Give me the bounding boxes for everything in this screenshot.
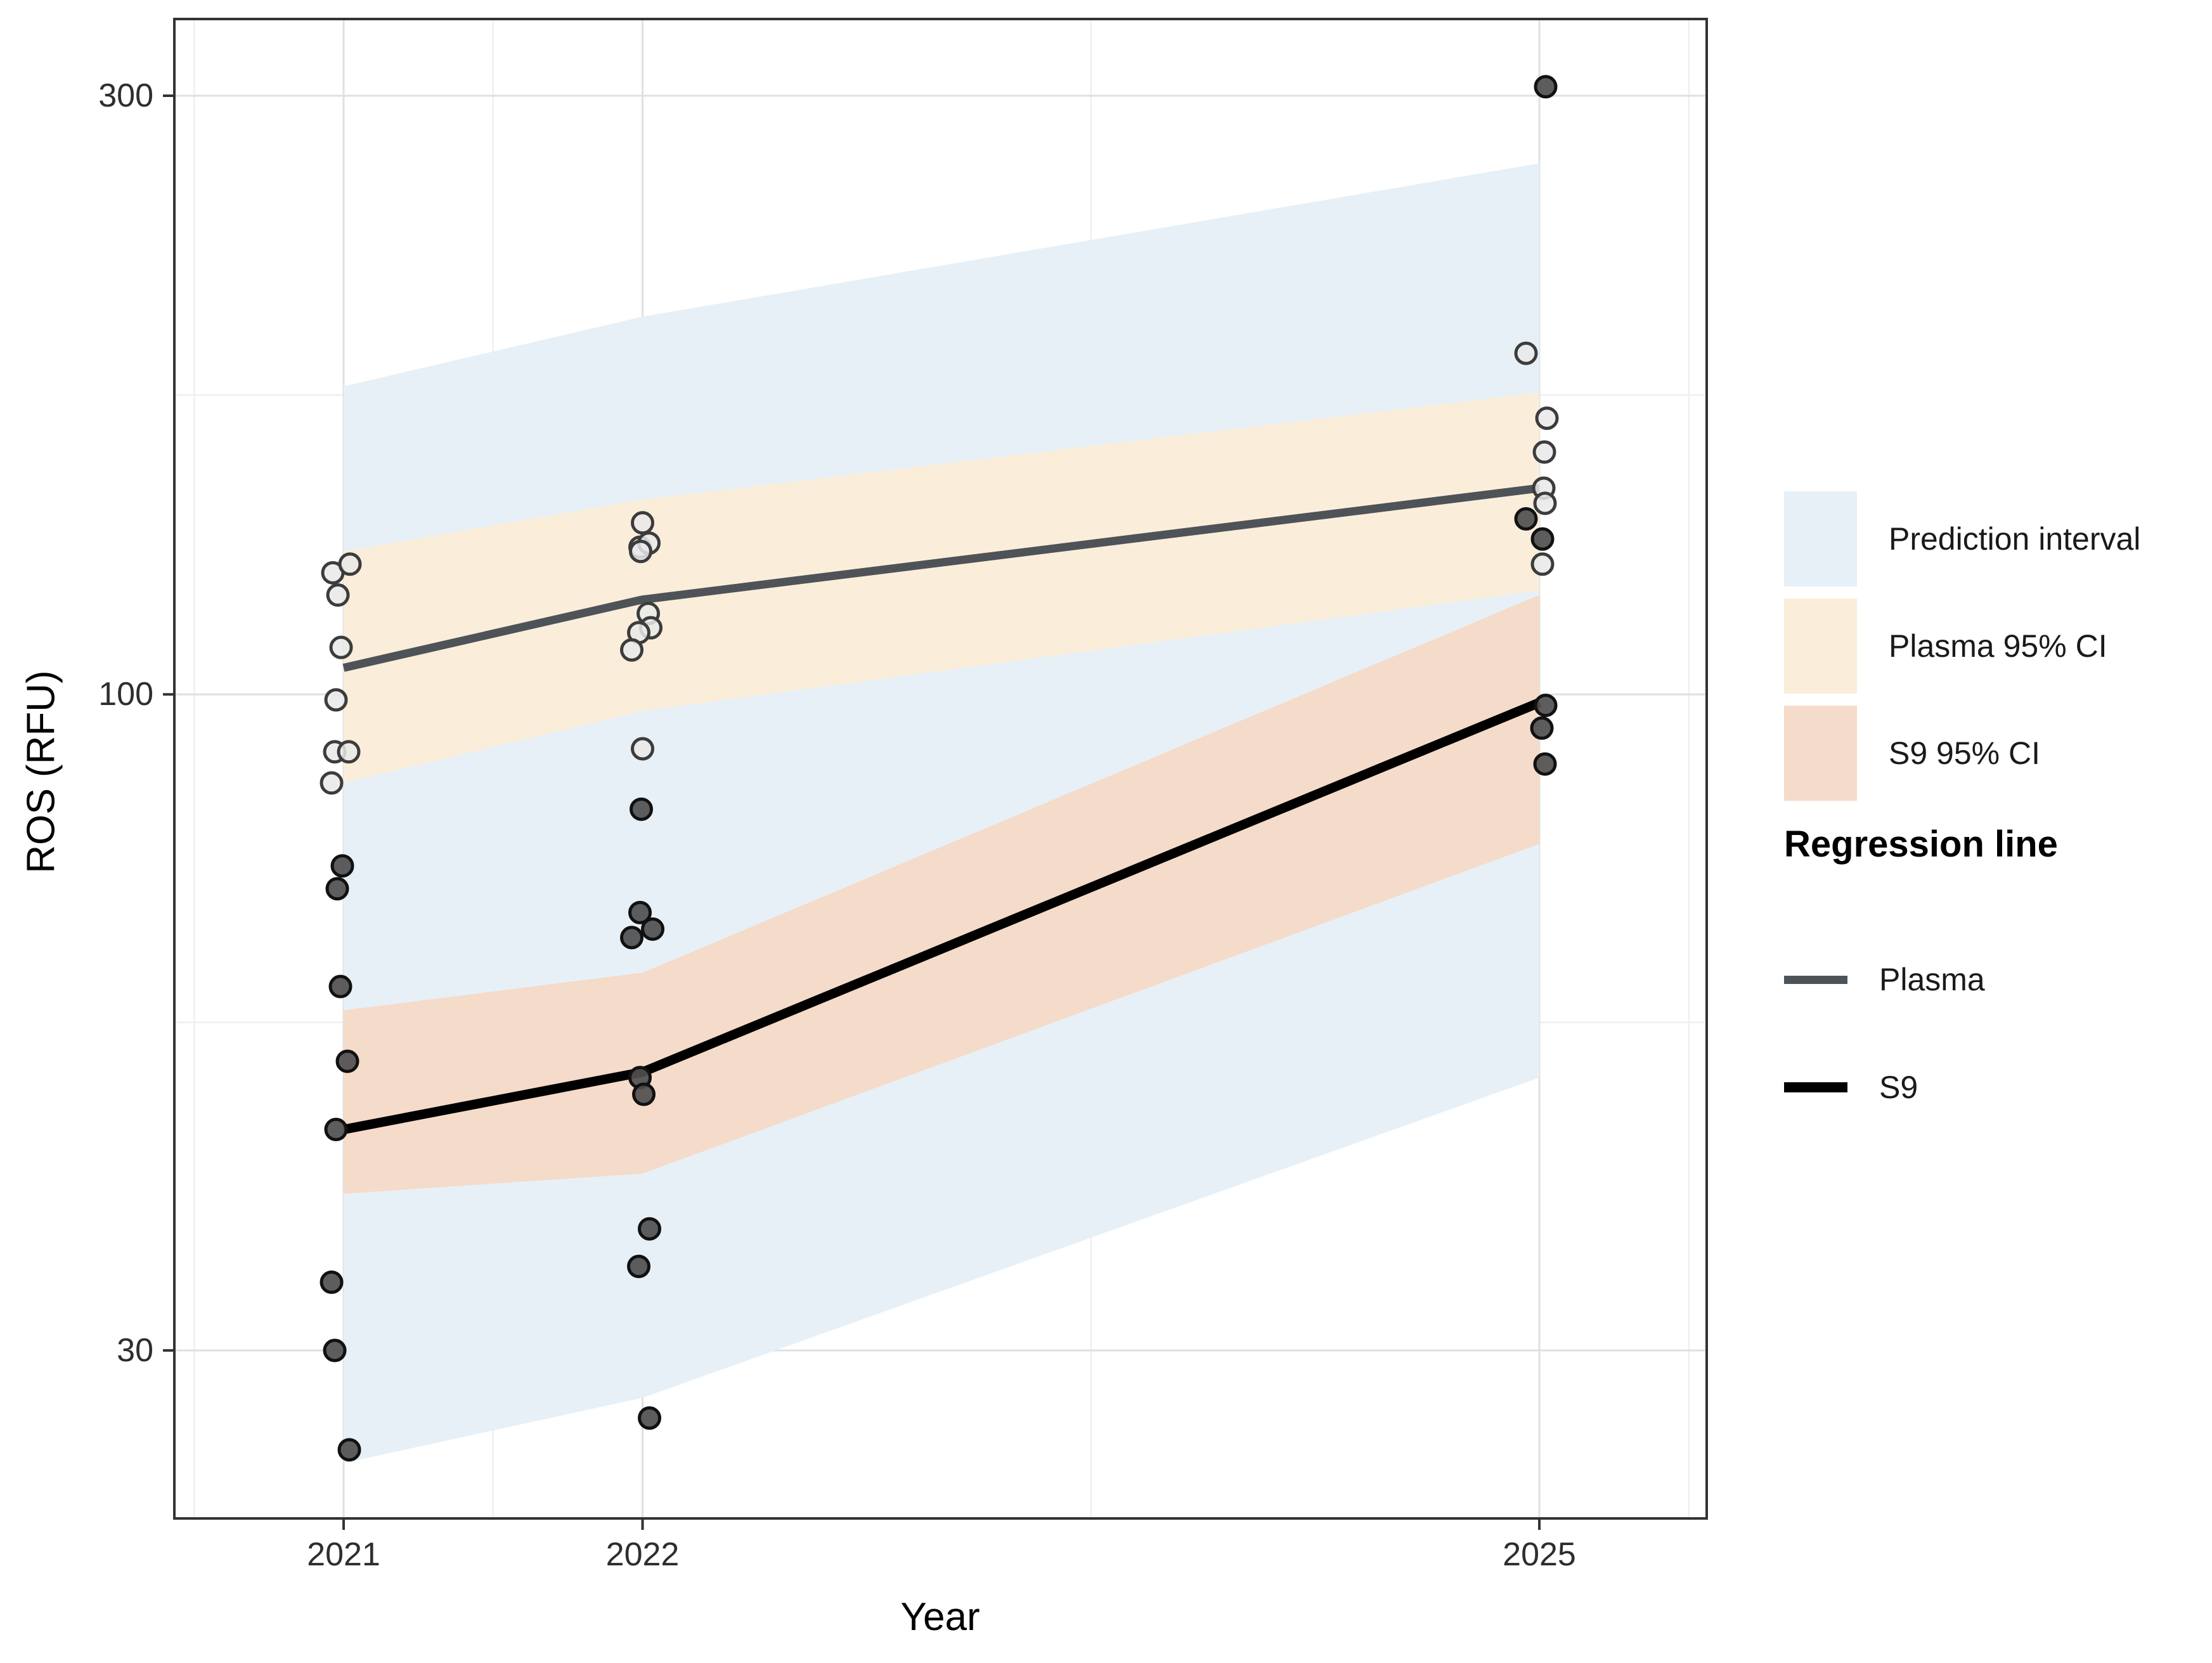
x-tick-label-2025: 2025 — [1503, 1536, 1576, 1573]
s9-line-label: S9 — [1879, 1070, 1918, 1105]
legend-row-plasma-line: Plasma — [1784, 938, 2058, 1021]
plasma-ci-swatch — [1784, 599, 1857, 694]
prediction-interval-swatch — [1784, 491, 1857, 586]
plasma-ci-label: Plasma 95% CI — [1889, 628, 2107, 664]
legend-row-s9-line: S9 — [1784, 1046, 2058, 1129]
x-tick-label-2022: 2022 — [605, 1536, 680, 1573]
plasma-line-label: Plasma — [1879, 962, 1985, 997]
line-legend: Regression line Plasma S9 — [1784, 823, 2058, 1129]
y-axis-title: ROS (RFU) — [19, 670, 63, 874]
prediction-interval-label: Prediction interval — [1889, 521, 2141, 557]
legend-row-s9-ci: S9 95% CI — [1784, 706, 2140, 801]
legend-row-prediction-interval: Prediction interval — [1784, 491, 2140, 586]
s9-ci-label: S9 95% CI — [1889, 735, 2041, 771]
fill-legend: Prediction interval Plasma 95% CI S9 95%… — [1784, 491, 2140, 813]
y-tick-label-100: 100 — [98, 676, 153, 713]
legend-row-plasma-ci: Plasma 95% CI — [1784, 599, 2140, 694]
y-tick-label-30: 30 — [117, 1332, 153, 1369]
plasma-line-swatch — [1784, 975, 1847, 984]
line-legend-title: Regression line — [1784, 824, 2058, 865]
y-tick-label-300: 300 — [98, 77, 153, 114]
x-tick-label-2021: 2021 — [307, 1536, 380, 1573]
x-axis-title: Year — [900, 1595, 980, 1639]
s9-line-swatch — [1784, 1082, 1847, 1092]
s9-ci-swatch — [1784, 706, 1857, 801]
